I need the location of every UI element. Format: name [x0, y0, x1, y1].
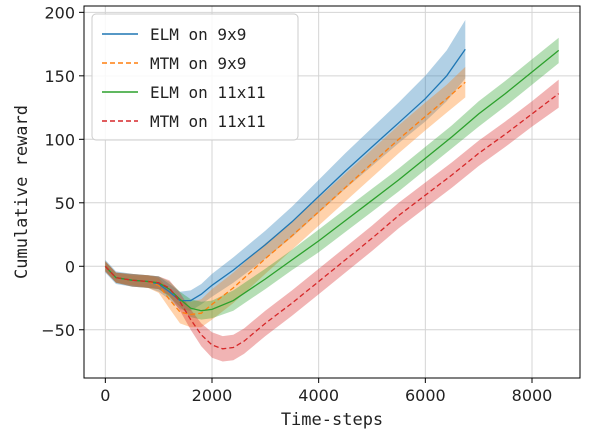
x-tick-label: 6000: [405, 386, 446, 405]
series-line: [104, 93, 560, 350]
axis-ticks: 0 2000 4000 6000 8000 −50 0 50 100 150 200: [41, 3, 552, 405]
x-tick-label: 0: [100, 386, 110, 405]
x-tick-label: 4000: [298, 386, 339, 405]
legend: ELM on 9x9 MTM on 9x9 ELM on 11x11 MTM on 1…: [91, 13, 299, 141]
y-tick-label: 0: [65, 257, 75, 276]
x-tick-label: 8000: [512, 386, 553, 405]
series-lines: [104, 48, 560, 350]
series-line: [104, 49, 560, 312]
confidence-bands: [105, 20, 559, 362]
legend-box: [91, 13, 299, 141]
y-tick-label: −50: [41, 321, 75, 340]
x-axis-label: Time-steps: [281, 410, 383, 430]
confidence-band: [105, 20, 466, 311]
y-tick-label: 200: [44, 3, 75, 22]
legend-label: ELM on 11x11: [150, 83, 266, 102]
y-axis-label: Cumulative reward: [12, 105, 32, 279]
legend-label: MTM on 11x11: [150, 112, 266, 131]
x-tick-label: 2000: [192, 386, 233, 405]
y-tick-label: 50: [55, 194, 75, 213]
legend-label: ELM on 9x9: [150, 25, 246, 44]
legend-label: MTM on 9x9: [150, 54, 246, 73]
y-tick-label: 100: [44, 130, 75, 149]
y-tick-label: 150: [44, 67, 75, 86]
plot-frame: [83, 5, 581, 379]
